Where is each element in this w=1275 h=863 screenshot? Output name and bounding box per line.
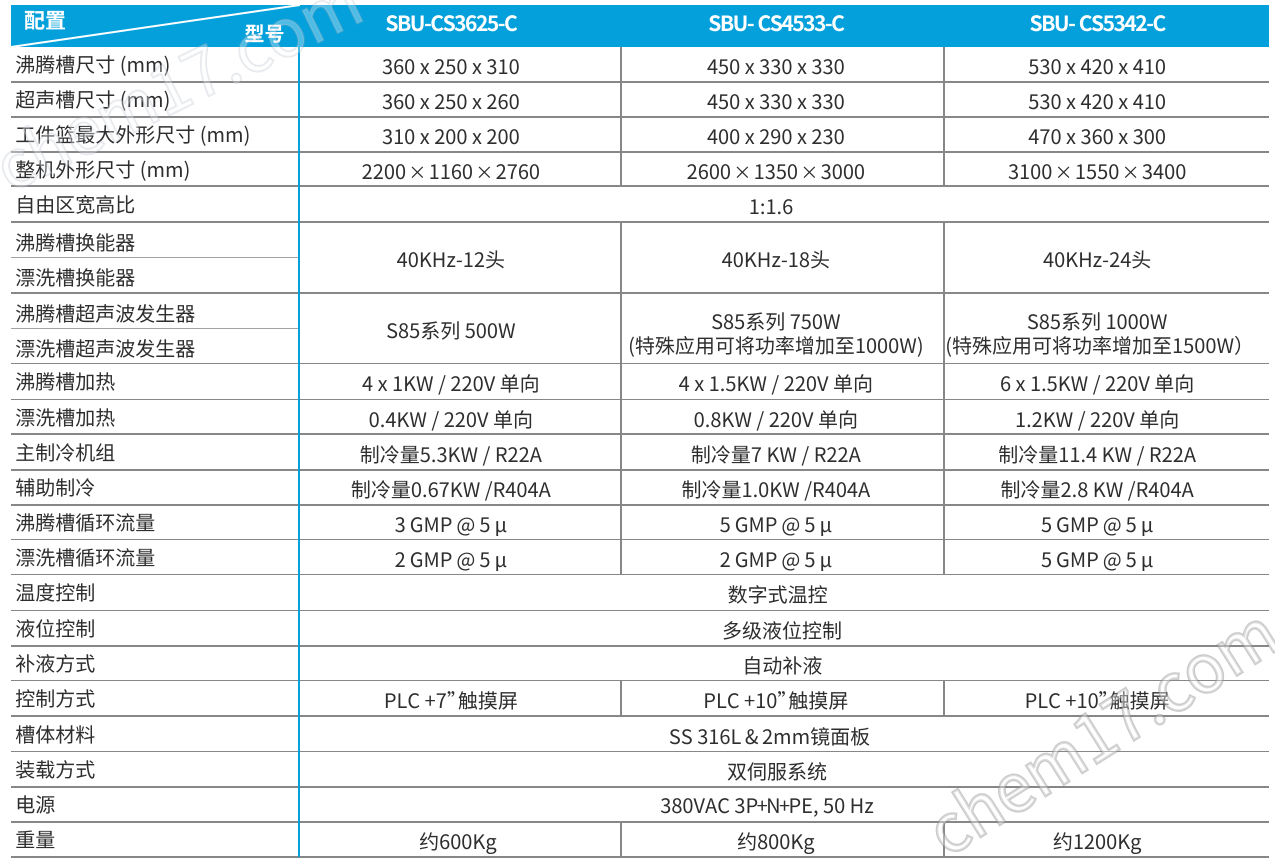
svg-text:chem17.com: chem17.com bbox=[0, 0, 376, 211]
svg-text:chem17.com: chem17.com bbox=[907, 582, 1275, 863]
